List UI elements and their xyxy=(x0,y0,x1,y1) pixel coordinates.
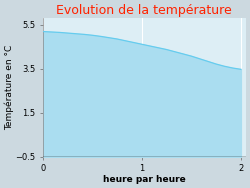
Title: Evolution de la température: Evolution de la température xyxy=(56,4,232,17)
X-axis label: heure par heure: heure par heure xyxy=(103,175,186,184)
Y-axis label: Température en °C: Température en °C xyxy=(4,45,14,130)
